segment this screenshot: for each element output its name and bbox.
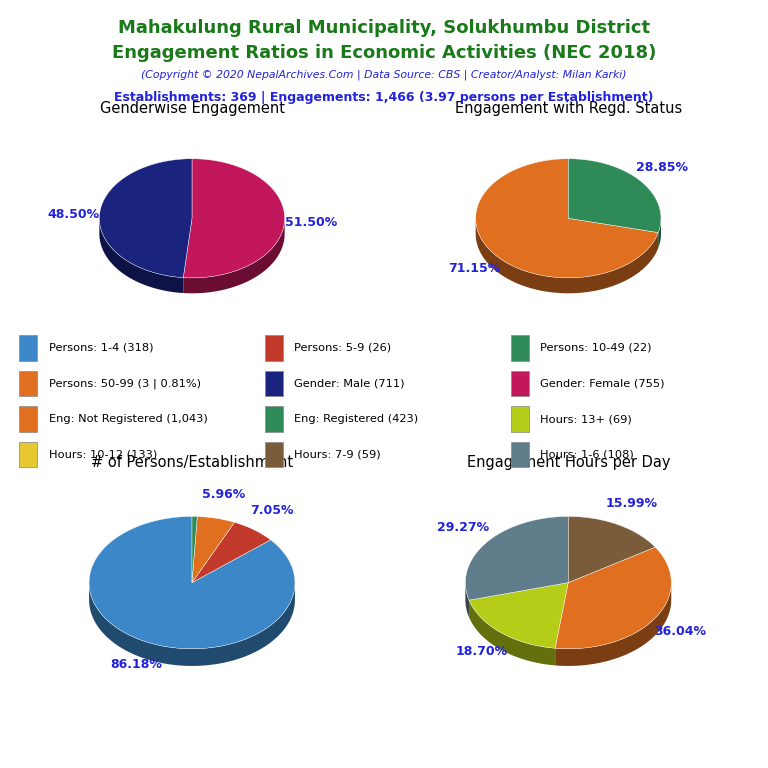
Text: Eng: Registered (423): Eng: Registered (423) bbox=[294, 414, 419, 424]
Title: Engagement Hours per Day: Engagement Hours per Day bbox=[467, 455, 670, 470]
Bar bbox=[511, 335, 529, 361]
Text: (Copyright © 2020 NepalArchives.Com | Data Source: CBS | Creator/Analyst: Milan : (Copyright © 2020 NepalArchives.Com | Da… bbox=[141, 70, 627, 81]
Polygon shape bbox=[184, 159, 285, 278]
Text: Persons: 10-49 (22): Persons: 10-49 (22) bbox=[540, 343, 651, 353]
Text: Establishments: 369 | Engagements: 1,466 (3.97 persons per Establishment): Establishments: 369 | Engagements: 1,466… bbox=[114, 91, 654, 104]
Polygon shape bbox=[89, 583, 295, 666]
Text: Hours: 7-9 (59): Hours: 7-9 (59) bbox=[294, 449, 381, 459]
Text: 86.18%: 86.18% bbox=[111, 658, 162, 671]
Polygon shape bbox=[475, 219, 658, 293]
Polygon shape bbox=[192, 517, 234, 583]
Bar bbox=[511, 371, 529, 396]
Bar bbox=[19, 371, 38, 396]
Polygon shape bbox=[568, 516, 655, 583]
Text: Gender: Male (711): Gender: Male (711) bbox=[294, 379, 405, 389]
Bar bbox=[265, 406, 283, 432]
Bar bbox=[265, 371, 283, 396]
Polygon shape bbox=[469, 583, 568, 648]
Polygon shape bbox=[99, 159, 192, 277]
Text: 51.50%: 51.50% bbox=[285, 216, 337, 229]
Polygon shape bbox=[192, 522, 270, 583]
Text: 28.85%: 28.85% bbox=[636, 161, 688, 174]
Bar bbox=[19, 335, 38, 361]
Polygon shape bbox=[555, 583, 671, 666]
Text: Eng: Not Registered (1,043): Eng: Not Registered (1,043) bbox=[48, 414, 207, 424]
Text: 29.27%: 29.27% bbox=[437, 521, 489, 534]
Text: 71.15%: 71.15% bbox=[449, 262, 501, 275]
Title: # of Persons/Establishment: # of Persons/Establishment bbox=[91, 455, 293, 470]
Polygon shape bbox=[89, 516, 295, 649]
Polygon shape bbox=[469, 600, 555, 665]
Text: 7.05%: 7.05% bbox=[250, 504, 293, 517]
Text: Persons: 50-99 (3 | 0.81%): Persons: 50-99 (3 | 0.81%) bbox=[48, 379, 200, 389]
Polygon shape bbox=[99, 218, 184, 293]
Bar bbox=[19, 406, 38, 432]
Text: Mahakulung Rural Municipality, Solukhumbu District: Mahakulung Rural Municipality, Solukhumb… bbox=[118, 19, 650, 37]
Title: Genderwise Engagement: Genderwise Engagement bbox=[100, 101, 284, 117]
Text: 18.70%: 18.70% bbox=[455, 644, 508, 657]
Text: Hours: 10-12 (133): Hours: 10-12 (133) bbox=[48, 449, 157, 459]
Polygon shape bbox=[192, 516, 197, 583]
Polygon shape bbox=[475, 159, 658, 278]
Polygon shape bbox=[568, 159, 661, 233]
Text: Hours: 13+ (69): Hours: 13+ (69) bbox=[540, 414, 632, 424]
Text: Engagement Ratios in Economic Activities (NEC 2018): Engagement Ratios in Economic Activities… bbox=[112, 44, 656, 61]
Title: Engagement with Regd. Status: Engagement with Regd. Status bbox=[455, 101, 682, 117]
Bar bbox=[511, 442, 529, 468]
Bar bbox=[265, 335, 283, 361]
Polygon shape bbox=[555, 547, 671, 649]
Text: 15.99%: 15.99% bbox=[606, 497, 658, 510]
Bar bbox=[511, 406, 529, 432]
Text: 36.04%: 36.04% bbox=[654, 624, 706, 637]
Polygon shape bbox=[465, 516, 568, 600]
Text: Gender: Female (755): Gender: Female (755) bbox=[540, 379, 664, 389]
Polygon shape bbox=[465, 583, 469, 617]
Bar bbox=[19, 442, 38, 468]
Polygon shape bbox=[658, 219, 661, 248]
Bar bbox=[265, 442, 283, 468]
Polygon shape bbox=[184, 218, 285, 293]
Text: Persons: 5-9 (26): Persons: 5-9 (26) bbox=[294, 343, 392, 353]
Text: 5.96%: 5.96% bbox=[201, 488, 245, 501]
Text: Hours: 1-6 (108): Hours: 1-6 (108) bbox=[540, 449, 634, 459]
Text: 48.50%: 48.50% bbox=[47, 208, 99, 221]
Text: Persons: 1-4 (318): Persons: 1-4 (318) bbox=[48, 343, 153, 353]
